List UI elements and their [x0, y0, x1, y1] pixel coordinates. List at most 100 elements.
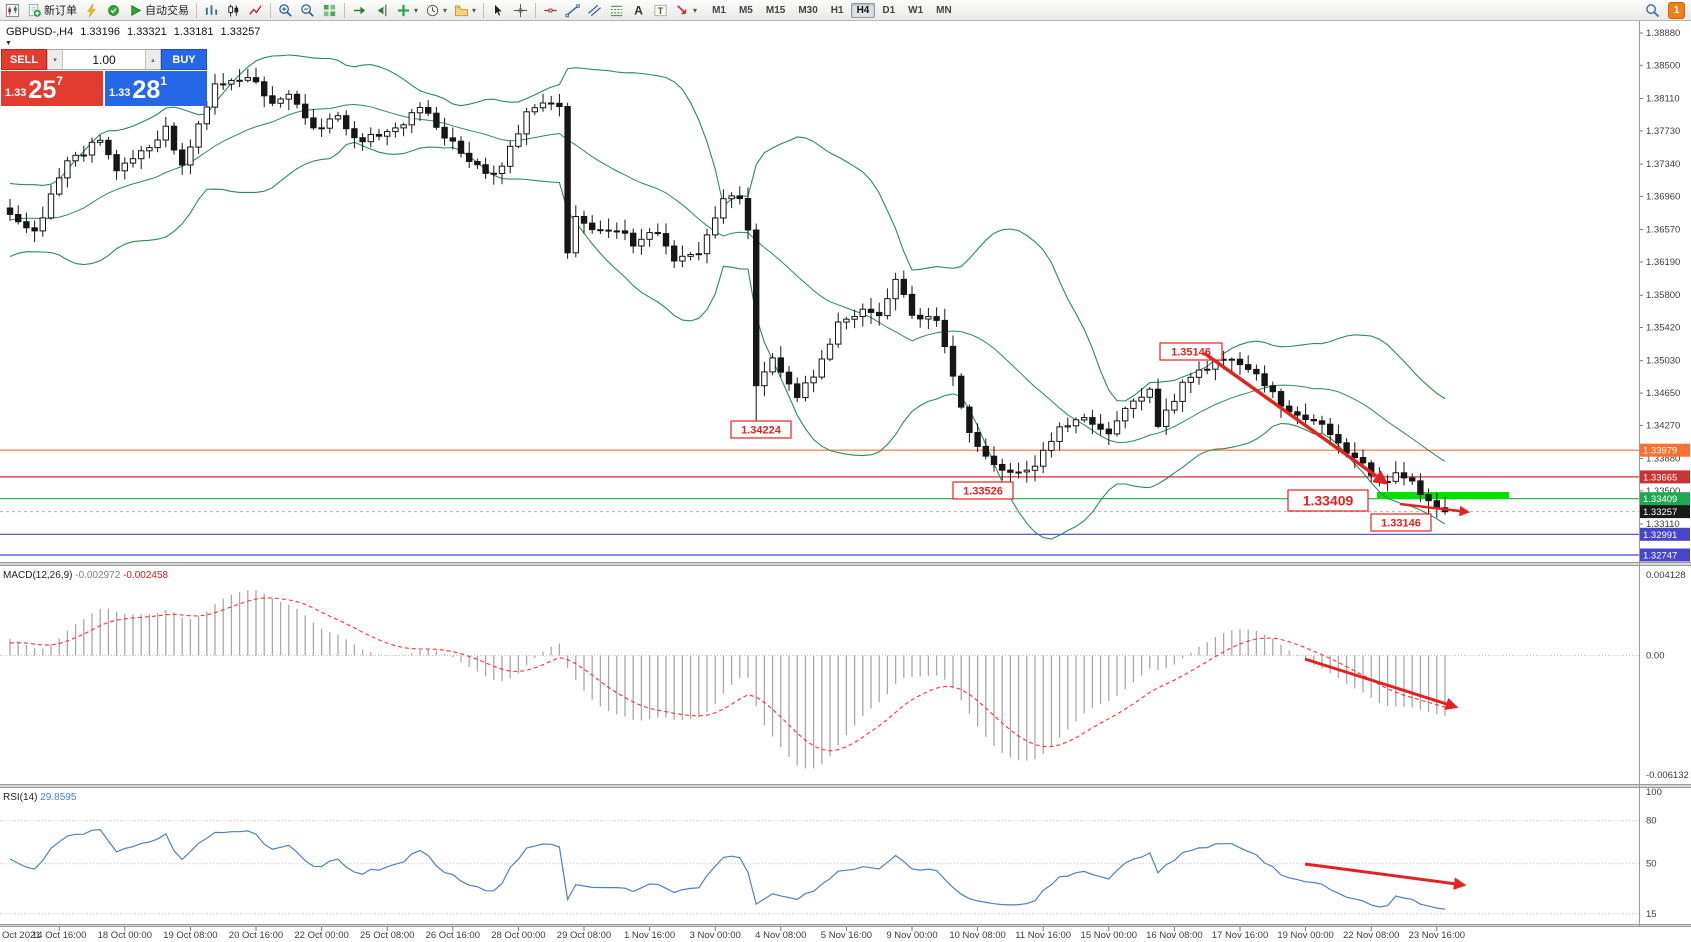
chart-shift-button[interactable] — [371, 1, 392, 19]
ohlc-high: 1.33321 — [127, 26, 167, 38]
price-annotation[interactable]: 1.33526 — [952, 481, 1014, 500]
price-annotation[interactable]: 1.34224 — [730, 420, 792, 439]
ohlc-close: 1.33257 — [220, 26, 261, 38]
svg-text:10 Nov 08:00: 10 Nov 08:00 — [949, 930, 1006, 941]
toolbar-separator — [483, 2, 485, 18]
notification-badge[interactable]: 1 — [1668, 1, 1685, 19]
svg-text:1.33110: 1.33110 — [1646, 519, 1680, 530]
zoom-in-button[interactable] — [275, 1, 296, 19]
templates-button[interactable]: ▾ — [451, 1, 479, 19]
svg-text:1.35146: 1.35146 — [1171, 346, 1211, 358]
zoom-out-button[interactable] — [297, 1, 318, 19]
candlestick-chart-type-button[interactable] — [223, 1, 244, 19]
greendot-icon — [106, 3, 121, 18]
timeframe-d1-button[interactable]: D1 — [882, 4, 896, 16]
candles — [6, 67, 1449, 522]
buy-price-button[interactable]: 1.33 28 1 — [105, 71, 207, 106]
main-chart-pane[interactable] — [0, 21, 1639, 562]
svg-text:1.32747: 1.32747 — [1643, 551, 1677, 562]
svg-text:1.32991: 1.32991 — [1643, 530, 1677, 541]
pane-divider[interactable] — [0, 784, 1691, 788]
pane-divider[interactable] — [0, 562, 1691, 566]
timeframe-mn-button[interactable]: MN — [936, 4, 952, 16]
price-axis-labels: 1.38880 1.38500 1.38110 1.37730 1.37340 1.369… — [1639, 28, 1680, 563]
periods-button[interactable]: ▾ — [422, 1, 450, 19]
svg-text:3 Nov 00:00: 3 Nov 00:00 — [690, 930, 741, 941]
volume-increase-button[interactable]: ▴ — [145, 50, 161, 69]
svg-text:5 Nov 16:00: 5 Nov 16:00 — [821, 930, 872, 941]
svg-text:11 Nov 16:00: 11 Nov 16:00 — [1015, 930, 1071, 941]
toolbar-button-label: 新订单 — [44, 5, 77, 17]
svg-text:20 Oct 16:00: 20 Oct 16:00 — [229, 930, 283, 941]
volume-value[interactable]: 1.00 — [92, 52, 116, 67]
price-annotation[interactable]: 1.33409 — [1287, 489, 1369, 512]
time-axis[interactable] — [0, 927, 1691, 942]
timeframe-m1-button[interactable]: M1 — [712, 4, 726, 16]
crosshair-tool-button[interactable] — [510, 1, 531, 19]
text-tool-button[interactable]: A — [628, 1, 649, 19]
svg-text:80: 80 — [1646, 816, 1657, 827]
cursor-tool-button[interactable] — [488, 1, 509, 19]
trend-arrow[interactable] — [1202, 351, 1389, 485]
toolbar-button-label: 自动交易 — [145, 5, 189, 17]
sell-price-frac: 7 — [56, 74, 63, 88]
trendline-tool-button[interactable] — [562, 1, 583, 19]
timeframe-m5-button[interactable]: M5 — [738, 4, 753, 16]
pane-divider[interactable] — [0, 924, 1691, 927]
svg-text:1.33146: 1.33146 — [1381, 517, 1421, 529]
trend-arrow[interactable] — [1399, 502, 1471, 517]
auto-scroll-button[interactable] — [349, 1, 370, 19]
buy-price-frac: 1 — [160, 74, 167, 88]
label-tool-button[interactable]: T — [650, 1, 671, 19]
svg-text:1.35420: 1.35420 — [1646, 323, 1680, 334]
search-icon[interactable] — [1642, 1, 1663, 19]
trend-arrow[interactable] — [1304, 862, 1467, 890]
svg-text:9 Nov 00:00: 9 Nov 00:00 — [886, 930, 937, 941]
volume-decrease-button[interactable]: ▾ — [47, 50, 63, 69]
line-chart-type-button[interactable] — [245, 1, 266, 19]
sell-price-base: 1.33 — [5, 87, 27, 99]
svg-text:1.33526: 1.33526 — [963, 485, 1003, 497]
buy-button[interactable]: BUY — [161, 49, 207, 70]
bollinger-bands — [9, 54, 1446, 540]
bar-chart-type-button[interactable] — [201, 1, 222, 19]
textT-icon: T — [653, 3, 668, 18]
toolbar-buttons: 新订单 自动交易 ▾ ▾ ▾ A T ▾ — [2, 1, 700, 19]
sell-price-pips: 25 — [28, 76, 57, 104]
horizontal-line-tool-button[interactable] — [540, 1, 561, 19]
svg-text:1.33409: 1.33409 — [1303, 493, 1354, 509]
timeframe-m30-button[interactable]: M30 — [798, 4, 818, 16]
volume-control: ▾ 1.00 ▴ — [47, 49, 161, 70]
timeframe-h1-button[interactable]: H1 — [830, 4, 844, 16]
new-order-button[interactable]: 新订单 — [24, 1, 80, 19]
template-icon — [454, 3, 469, 18]
dropdown-caret-icon: ▾ — [443, 5, 448, 15]
timeframe-w1-button[interactable]: W1 — [908, 4, 924, 16]
sell-button[interactable]: SELL — [1, 49, 47, 70]
highlight-zone[interactable] — [1377, 492, 1509, 499]
svg-text:22 Oct 00:00: 22 Oct 00:00 — [294, 930, 348, 941]
price-annotation[interactable]: 1.33146 — [1370, 513, 1432, 532]
auto-trading-button[interactable]: 自动交易 — [125, 1, 192, 19]
chart-canvas[interactable]: 1.38880 1.38500 1.38110 1.37730 1.37340 1.369… — [0, 21, 1691, 942]
macd-pane[interactable] — [0, 566, 1639, 784]
hline-icon — [543, 3, 558, 18]
svg-text:1.36570: 1.36570 — [1646, 225, 1680, 236]
tile-windows-button[interactable] — [319, 1, 340, 19]
panel-collapse-arrow-icon[interactable]: ▼ — [5, 40, 12, 47]
arrows-tool-button[interactable]: ▾ — [672, 1, 700, 19]
svg-text:1.33880: 1.33880 — [1646, 454, 1680, 465]
chart-window-icon[interactable] — [2, 1, 23, 19]
indicators-list-button[interactable]: ▾ — [393, 1, 421, 19]
timeframe-m15-button[interactable]: M15 — [765, 4, 786, 16]
sell-price-button[interactable]: 1.33 25 7 — [1, 71, 103, 106]
rsi-pane[interactable] — [0, 788, 1639, 924]
fibonacci-tool-button[interactable] — [606, 1, 627, 19]
one-click-trading-icon[interactable] — [81, 1, 102, 19]
trend-arrow[interactable] — [1304, 657, 1459, 710]
arrowdec-icon — [675, 3, 690, 18]
equidistant-channel-tool-button[interactable] — [584, 1, 605, 19]
market-status-icon[interactable] — [103, 1, 124, 19]
timeframe-h4-button[interactable]: H4 — [850, 2, 876, 18]
